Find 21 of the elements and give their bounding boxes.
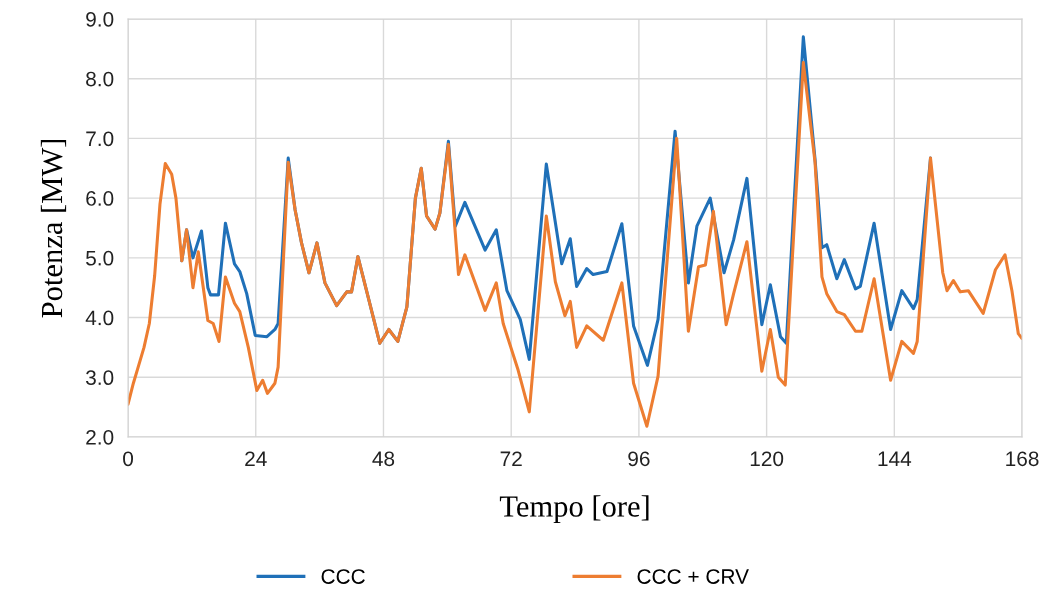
x-tick-label: 96 [628, 451, 650, 467]
y-tick-label: 5.0 [86, 250, 114, 266]
x-tick-label: 72 [500, 451, 522, 466]
y-axis-title: Potenza [MW] [40, 139, 67, 318]
x-tick-label: 144 [878, 451, 912, 466]
x-tick-label: 24 [245, 451, 267, 466]
legend-label: CCC [321, 569, 365, 584]
x-tick-label: 120 [750, 451, 784, 467]
y-tick-label: 8.0 [86, 71, 114, 87]
x-tick-label: 0 [123, 451, 134, 467]
x-axis-title: Tempo [ore] [499, 495, 649, 523]
y-tick-label: 9.0 [86, 11, 114, 27]
y-tick-label: 6.0 [86, 191, 114, 206]
y-tick-label: 7.0 [86, 131, 114, 147]
x-tick-label: 48 [372, 451, 395, 467]
x-tick-label: 168 [1006, 451, 1039, 467]
y-tick-label: 3.0 [85, 370, 114, 386]
line-series [128, 61, 1023, 428]
y-tick-label: 4.0 [85, 310, 114, 326]
y-tick-label: 2.0 [86, 429, 114, 445]
legend-label: CCC + CRV [637, 569, 749, 584]
